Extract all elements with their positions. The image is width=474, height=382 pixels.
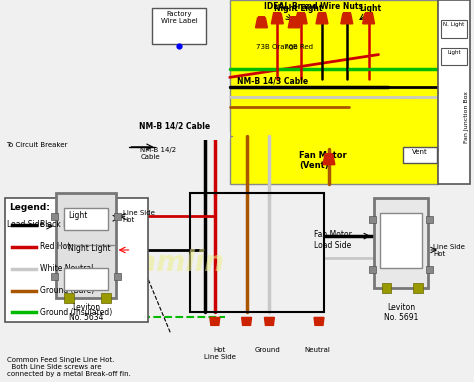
Text: Load Side: Load Side: [7, 220, 44, 229]
Text: Hot
Line Side: Hot Line Side: [204, 347, 236, 360]
Bar: [64, 293, 74, 303]
Text: Fan Junction Box: Fan Junction Box: [465, 91, 469, 143]
Bar: [273, 12, 281, 16]
Polygon shape: [323, 155, 335, 165]
Text: Fan Motor
Load Side: Fan Motor Load Side: [314, 230, 352, 249]
Bar: [155, 132, 230, 140]
Bar: [257, 16, 265, 20]
Bar: [114, 273, 120, 280]
Bar: [374, 198, 428, 288]
Polygon shape: [288, 18, 300, 28]
Bar: [51, 273, 58, 280]
Text: N. Light: N. Light: [443, 22, 465, 27]
Polygon shape: [242, 317, 252, 325]
Bar: [438, 0, 470, 183]
Bar: [403, 147, 437, 163]
Text: To Circuit Breaker: To Circuit Breaker: [7, 142, 68, 148]
Polygon shape: [210, 317, 220, 325]
Polygon shape: [314, 317, 324, 325]
Bar: [441, 20, 467, 38]
Text: Common Feed Single Line Hot.
  Both Line Side screws are
connected by a metal Br: Common Feed Single Line Hot. Both Line S…: [7, 357, 130, 377]
Text: IDEAL Brand Wire Nuts: IDEAL Brand Wire Nuts: [264, 2, 364, 11]
Polygon shape: [295, 14, 307, 24]
Text: Red Hot: Red Hot: [40, 242, 71, 251]
Text: 76B Red: 76B Red: [284, 44, 313, 50]
Bar: [369, 216, 375, 223]
Bar: [297, 12, 305, 16]
Bar: [190, 193, 324, 312]
Text: Black Hot: Black Hot: [40, 220, 77, 229]
Bar: [369, 266, 375, 273]
Bar: [380, 213, 422, 268]
Text: 73B Orange: 73B Orange: [255, 44, 297, 50]
Bar: [290, 16, 298, 20]
Bar: [51, 213, 58, 220]
Text: Light: Light: [359, 4, 382, 13]
Bar: [365, 12, 373, 16]
Polygon shape: [264, 317, 274, 325]
Bar: [5, 198, 148, 322]
Bar: [343, 12, 351, 16]
Polygon shape: [255, 18, 267, 28]
Text: Line Side
Hot: Line Side Hot: [123, 210, 155, 223]
Text: © Hamlin: © Hamlin: [77, 249, 224, 277]
Text: Leviton
No. 5691: Leviton No. 5691: [384, 303, 419, 322]
Bar: [382, 283, 392, 293]
Text: Night Light: Night Light: [68, 244, 110, 253]
Text: Ground (Bare): Ground (Bare): [40, 286, 94, 295]
Text: Line Side
Hot: Line Side Hot: [433, 244, 465, 257]
Text: Legend:: Legend:: [9, 203, 50, 212]
Text: Vent: Vent: [412, 149, 428, 155]
Bar: [56, 193, 116, 298]
Polygon shape: [272, 14, 283, 24]
Bar: [101, 293, 111, 303]
Polygon shape: [341, 14, 353, 24]
Bar: [413, 283, 423, 293]
Bar: [426, 266, 433, 273]
Text: Leviton
No. 5634: Leviton No. 5634: [69, 303, 103, 322]
Polygon shape: [316, 14, 328, 24]
Bar: [318, 12, 326, 16]
Bar: [114, 213, 120, 220]
Text: Neutral: Neutral: [304, 347, 330, 353]
Text: NM-B 14/2 Cable: NM-B 14/2 Cable: [139, 122, 210, 131]
Text: Fan Motor
(Vent): Fan Motor (Vent): [299, 151, 347, 170]
Text: Ground: Ground: [255, 347, 280, 353]
Text: Night Light: Night Light: [274, 4, 322, 13]
Text: Light: Light: [68, 211, 87, 220]
Bar: [64, 268, 108, 290]
Bar: [64, 208, 108, 230]
Text: White Neutral: White Neutral: [40, 264, 94, 273]
Bar: [325, 153, 333, 157]
Text: Ground (Insulated): Ground (Insulated): [40, 308, 112, 317]
Text: NM-B 14/3 Cable: NM-B 14/3 Cable: [237, 76, 308, 85]
Bar: [426, 216, 433, 223]
Text: Light: Light: [447, 50, 461, 55]
Text: NM-B 14/2
Cable: NM-B 14/2 Cable: [140, 147, 177, 160]
Text: Factory
Wire Label: Factory Wire Label: [161, 11, 198, 24]
Bar: [230, 0, 438, 183]
Bar: [441, 48, 467, 65]
Bar: [152, 8, 206, 44]
Polygon shape: [363, 14, 374, 24]
